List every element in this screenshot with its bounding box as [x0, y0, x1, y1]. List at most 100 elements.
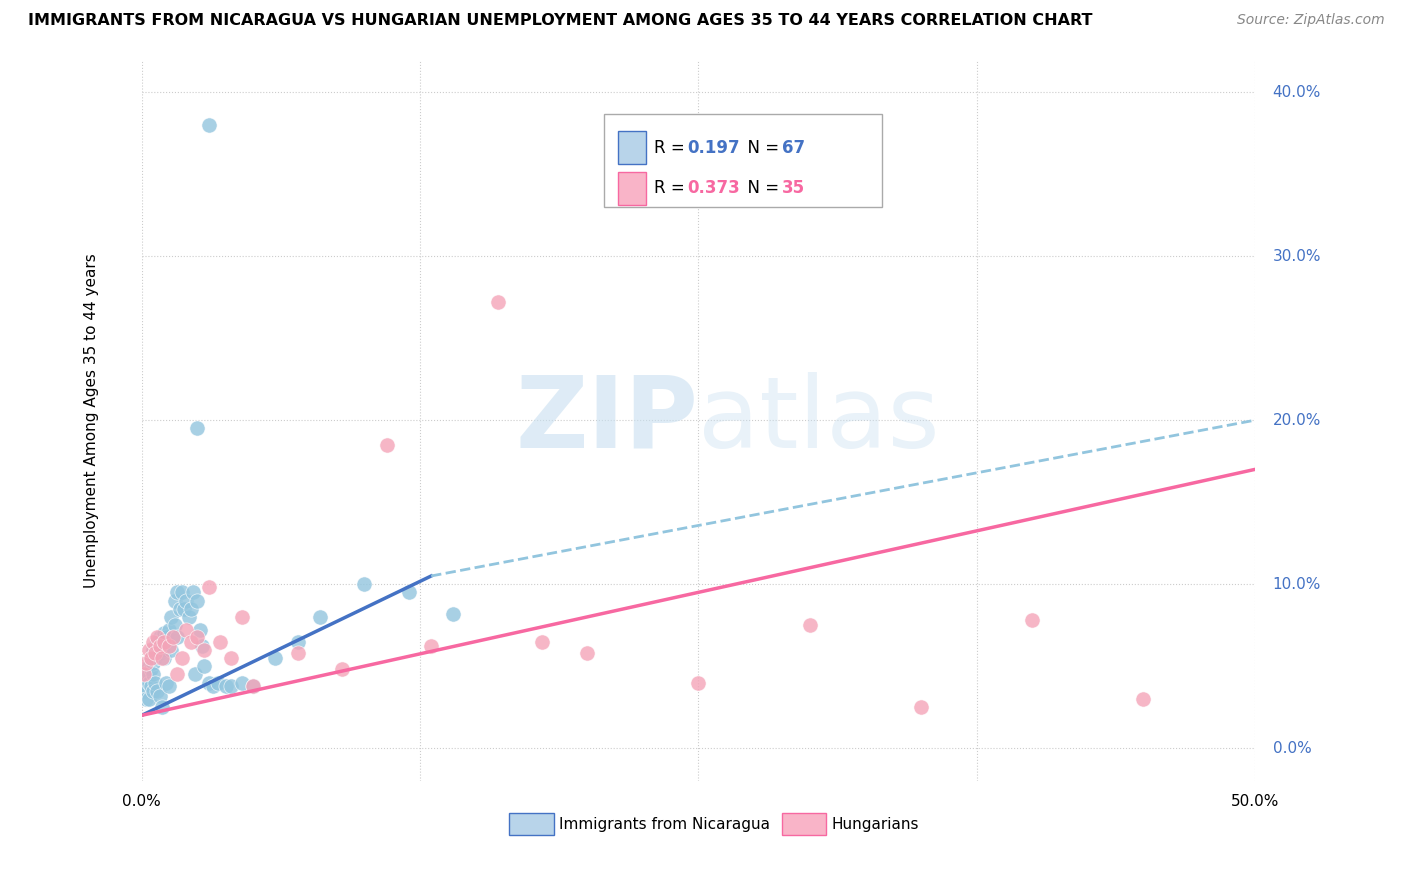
Point: [188, 623, 211, 637]
Point: [159, 610, 181, 624]
Point: [375, 438, 398, 452]
Point: [186, 421, 208, 435]
Text: 10.0%: 10.0%: [1272, 576, 1322, 591]
Point: [138, 675, 160, 690]
Point: [170, 651, 193, 665]
Point: [166, 667, 188, 681]
Point: [309, 610, 332, 624]
Point: [150, 642, 173, 657]
Point: [173, 601, 195, 615]
Point: [149, 640, 172, 654]
Point: [191, 640, 214, 654]
Point: [165, 593, 187, 607]
Point: [139, 651, 162, 665]
Point: [132, 675, 155, 690]
Point: [443, 607, 465, 621]
Text: Source: ZipAtlas.com: Source: ZipAtlas.com: [1237, 13, 1385, 28]
Point: [197, 675, 219, 690]
Point: [799, 618, 821, 632]
Point: [176, 593, 198, 607]
Point: [162, 630, 184, 644]
Point: [910, 700, 932, 714]
Point: [146, 634, 169, 648]
Point: [330, 662, 353, 676]
Text: atlas: atlas: [699, 372, 941, 468]
Point: [142, 683, 165, 698]
Point: [184, 667, 207, 681]
Text: N =: N =: [737, 179, 785, 197]
Point: [186, 630, 208, 644]
Text: 0.0%: 0.0%: [122, 794, 162, 809]
Point: [170, 585, 193, 599]
Point: [177, 610, 200, 624]
Text: R =: R =: [654, 179, 690, 197]
Point: [208, 634, 231, 648]
Point: [242, 679, 264, 693]
Point: [143, 675, 166, 690]
Point: [135, 679, 157, 693]
Point: [166, 585, 188, 599]
Point: [242, 679, 264, 693]
Point: [180, 601, 202, 615]
Point: [135, 656, 157, 670]
Point: [193, 659, 215, 673]
Point: [398, 585, 420, 599]
Point: [353, 577, 375, 591]
Point: [153, 626, 176, 640]
Point: [165, 618, 187, 632]
Point: [138, 667, 160, 681]
Point: [132, 667, 155, 681]
Point: [219, 679, 242, 693]
Point: [166, 630, 188, 644]
Text: N =: N =: [737, 138, 785, 157]
Point: [157, 679, 180, 693]
Point: [143, 651, 166, 665]
Text: Unemployment Among Ages 35 to 44 years: Unemployment Among Ages 35 to 44 years: [84, 252, 100, 588]
Point: [162, 630, 184, 644]
Text: IMMIGRANTS FROM NICARAGUA VS HUNGARIAN UNEMPLOYMENT AMONG AGES 35 TO 44 YEARS CO: IMMIGRANTS FROM NICARAGUA VS HUNGARIAN U…: [28, 13, 1092, 29]
Text: 35: 35: [782, 179, 804, 197]
Point: [180, 634, 202, 648]
Point: [157, 640, 180, 654]
Point: [231, 675, 253, 690]
Point: [135, 667, 157, 681]
Point: [142, 642, 165, 657]
Text: 0.373: 0.373: [688, 179, 740, 197]
Point: [138, 692, 160, 706]
Text: R =: R =: [654, 138, 690, 157]
Point: [486, 295, 509, 310]
Point: [287, 646, 309, 660]
Point: [157, 623, 180, 637]
Point: [149, 646, 172, 660]
Point: [146, 646, 169, 660]
Point: [181, 585, 204, 599]
Point: [139, 662, 162, 676]
Point: [153, 634, 176, 648]
Point: [197, 118, 219, 132]
Point: [138, 642, 160, 657]
Point: [215, 679, 238, 693]
Point: [1021, 613, 1043, 627]
Text: 40.0%: 40.0%: [1272, 85, 1322, 100]
Text: 50.0%: 50.0%: [1230, 794, 1279, 809]
Point: [287, 634, 309, 648]
Point: [207, 675, 229, 690]
Point: [155, 630, 177, 644]
Point: [149, 630, 172, 644]
Point: [150, 651, 173, 665]
FancyBboxPatch shape: [603, 113, 882, 208]
Point: [264, 651, 287, 665]
Text: 0.197: 0.197: [688, 138, 740, 157]
Point: [176, 623, 198, 637]
Point: [142, 656, 165, 670]
Point: [688, 675, 710, 690]
Point: [576, 646, 599, 660]
Point: [143, 646, 166, 660]
Point: [197, 581, 219, 595]
Point: [153, 651, 176, 665]
Point: [1132, 692, 1154, 706]
Text: 67: 67: [782, 138, 804, 157]
Text: 20.0%: 20.0%: [1272, 413, 1322, 428]
Point: [135, 692, 157, 706]
Point: [169, 601, 191, 615]
